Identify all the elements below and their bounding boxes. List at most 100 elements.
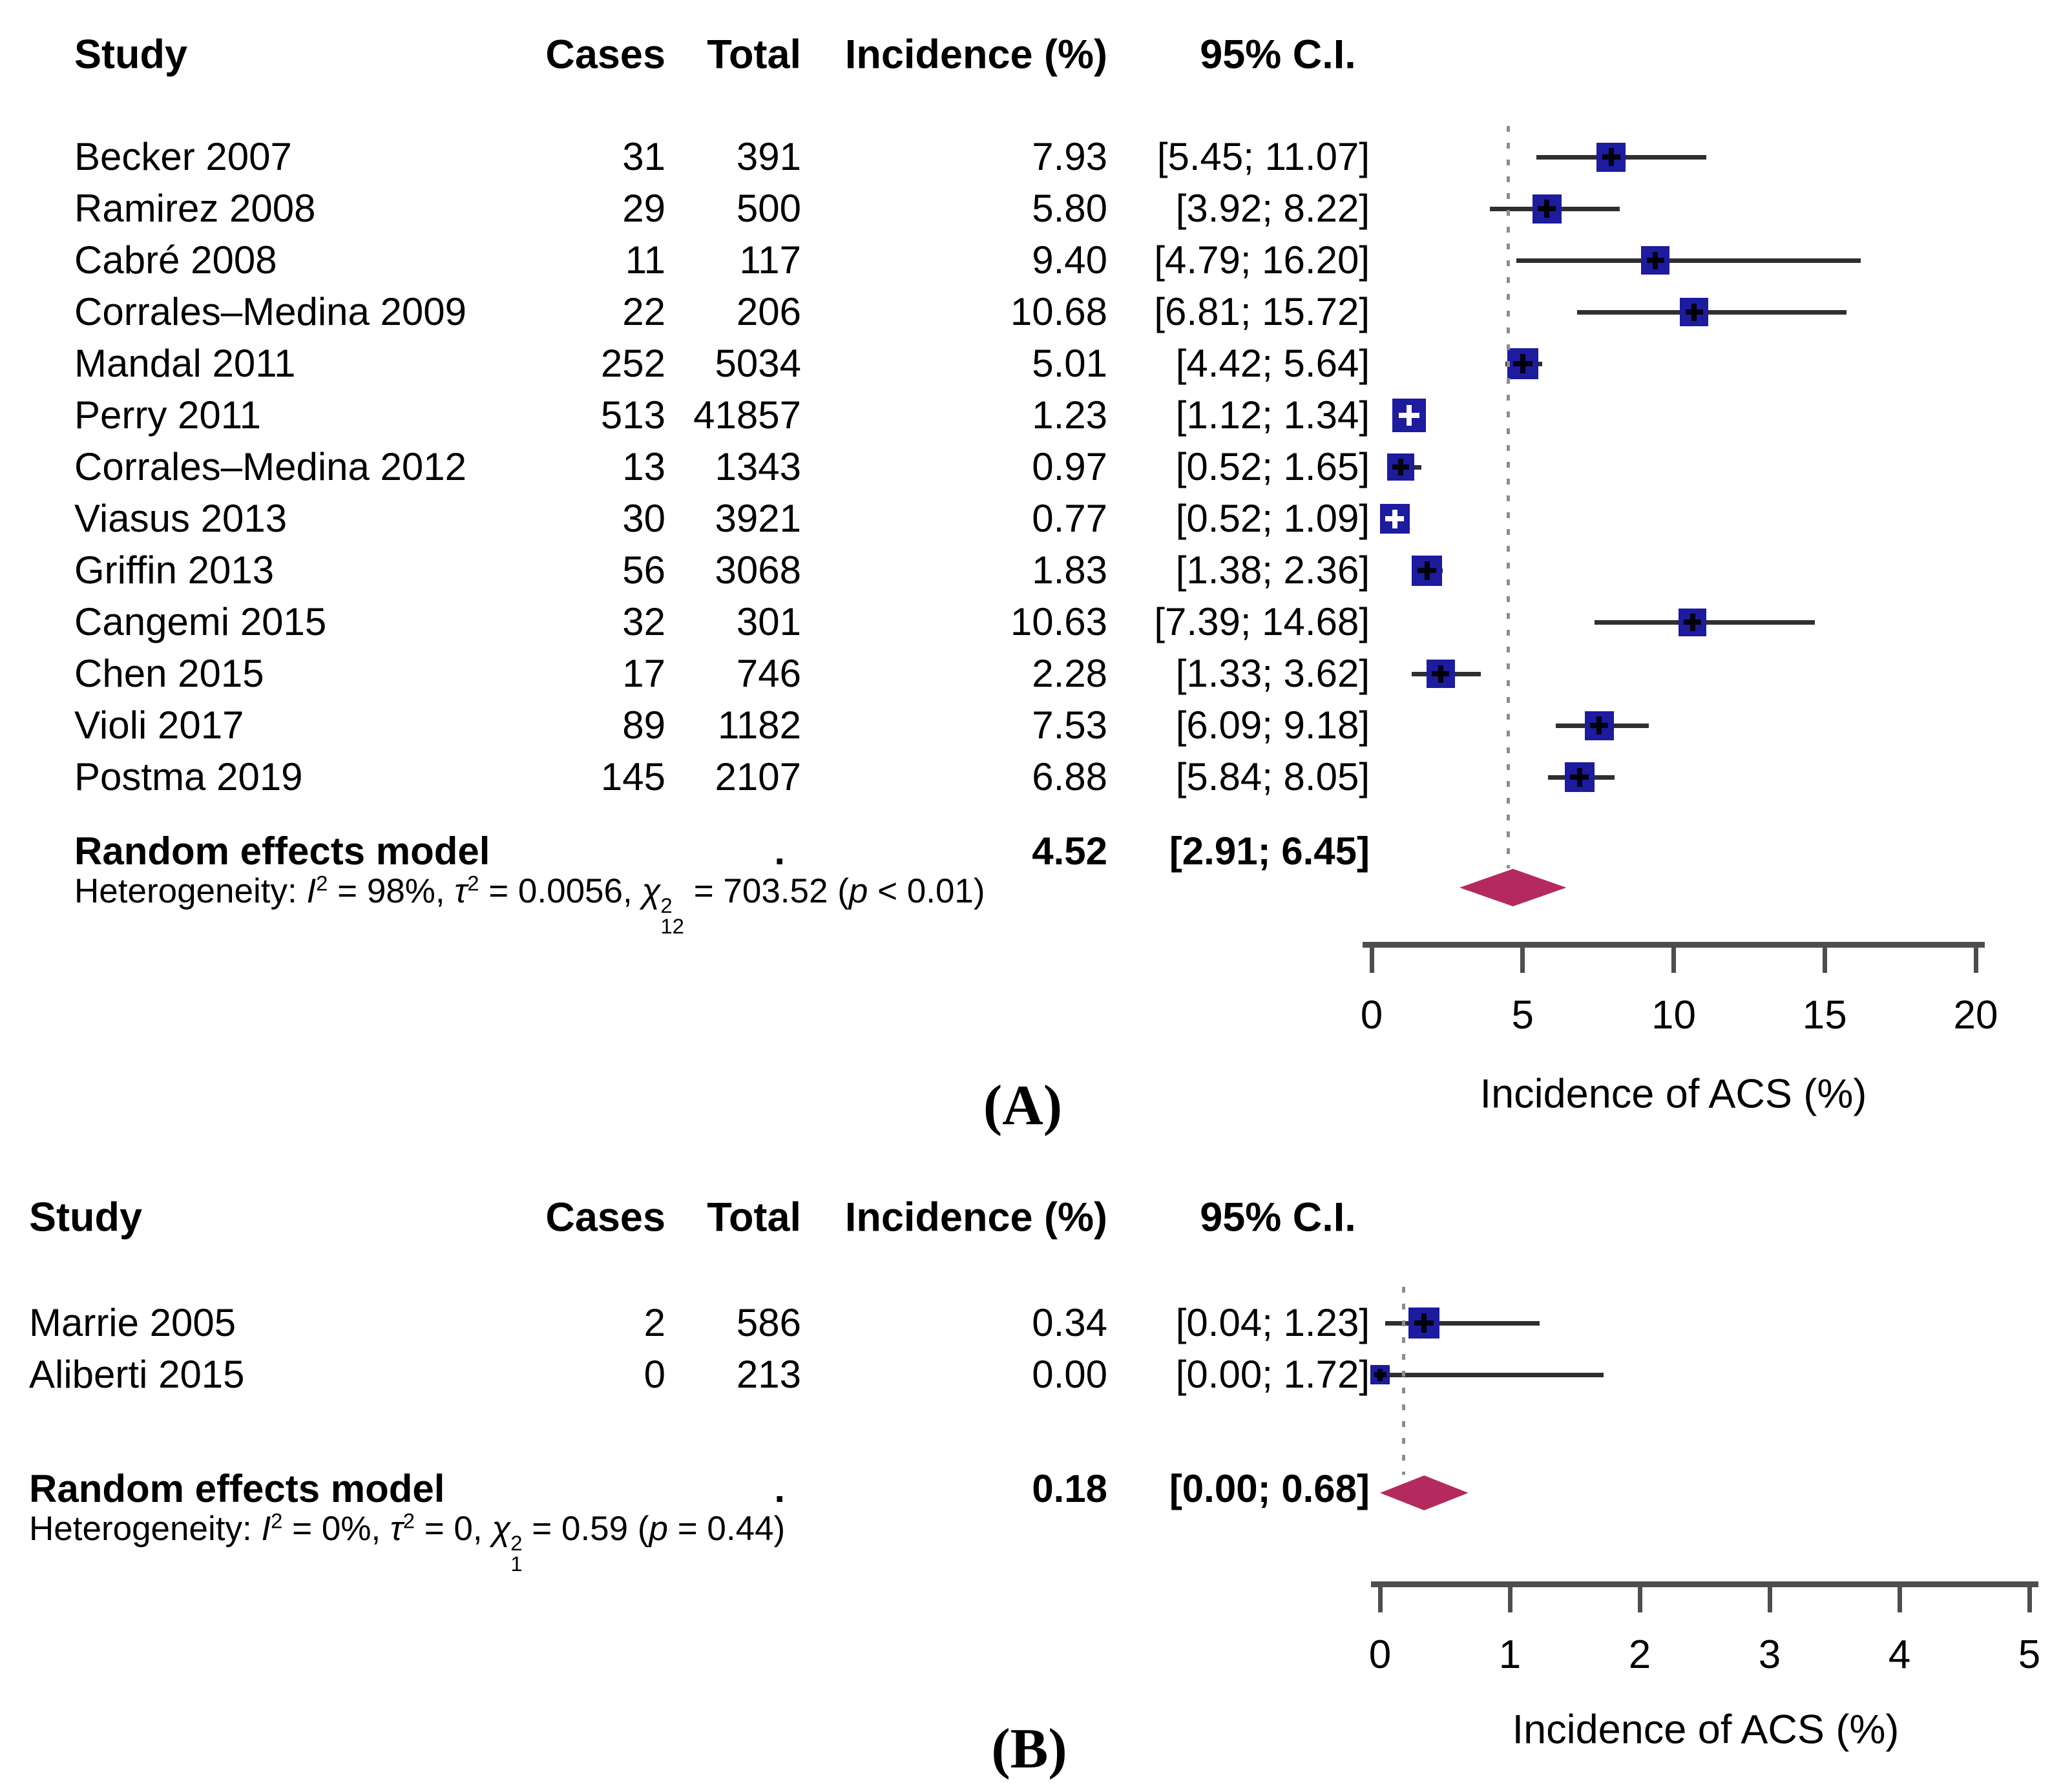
total-value: 1343 [715,445,801,488]
total-value: 2107 [715,755,801,798]
tick-label: 2 [1628,1632,1651,1677]
panel-label: (A) [983,1074,1063,1137]
cases-value: 56 [622,548,665,592]
column-header-study: Study [29,1194,143,1240]
total-value: 41857 [693,393,801,437]
estimate-square [1507,348,1539,379]
cases-value: 31 [622,135,665,178]
plus-icon [1653,251,1658,269]
estimate-square [1564,762,1595,792]
cases-value: 30 [622,497,665,540]
estimate-square [1392,399,1426,432]
column-header-ci: 95% C.I. [1200,32,1356,78]
incidence-value: 1.23 [1032,393,1107,437]
ci-value: [4.79; 16.20] [1154,238,1370,282]
column-header-cases: Cases [545,32,665,78]
tick-label: 10 [1651,993,1696,1037]
estimate-square [1426,660,1455,688]
study-name: Viasus 2013 [74,497,288,540]
estimate-square [1679,608,1707,636]
plus-icon [1576,767,1582,787]
pooled-incidence: 0.18 [1032,1467,1107,1510]
ci-value: [6.09; 9.18] [1175,703,1370,747]
ci-line [1577,309,1847,315]
study-name: Cangemi 2015 [74,600,327,643]
study-name: Chen 2015 [74,652,264,695]
total-value: 746 [736,652,801,695]
incidence-value: 0.77 [1032,497,1107,540]
tick-mark [1637,1581,1642,1612]
ci-value: [4.42; 5.64] [1175,342,1370,385]
pooled-label: Random effects model [29,1467,445,1510]
tick-mark [1897,1581,1902,1612]
cases-value: 29 [622,187,665,230]
ci-value: [3.92; 8.22] [1175,187,1370,230]
tick-label: 15 [1802,993,1847,1037]
tick-label: 5 [1511,993,1534,1037]
cases-value: 89 [622,703,665,747]
study-name: Becker 2007 [74,135,292,178]
estimate-square [1379,504,1410,534]
plus-icon [1596,716,1602,735]
cases-value: 32 [622,600,665,643]
tick-mark [2027,1581,2032,1612]
plus-icon [1392,509,1397,528]
incidence-value: 2.28 [1032,652,1107,695]
tick-mark [1377,1581,1383,1612]
ci-value: [1.38; 2.36] [1175,548,1370,592]
column-header-ci: 95% C.I. [1200,1194,1356,1240]
tick-mark [1973,942,1978,973]
x-axis-title: Incidence of ACS (%) [1480,1071,1867,1117]
total-value: 3068 [715,548,801,592]
cases-value: 17 [622,652,665,695]
incidence-value: 7.53 [1032,703,1107,747]
ci-line [1380,1372,1604,1377]
incidence-value: 10.68 [1010,290,1107,333]
total-value: 213 [736,1353,801,1396]
tick-label: 0 [1360,993,1383,1037]
study-name: Ramirez 2008 [74,187,316,230]
x-axis-line [1371,1581,2038,1587]
ci-value: [6.81; 15.72] [1154,290,1370,333]
plus-icon [1544,200,1550,218]
ci-value: [0.52; 1.65] [1175,445,1370,488]
pooled-incidence: 4.52 [1032,829,1107,873]
ci-value: [1.12; 1.34] [1175,393,1370,437]
tick-label: 20 [1953,993,1998,1037]
summary-diamond [1380,1475,1469,1510]
pooled-label: Random effects model [74,829,490,873]
tick-label: 5 [2018,1632,2041,1677]
panel-label: (B) [991,1718,1067,1780]
estimate-square [1532,194,1562,224]
tick-label: 3 [1758,1632,1781,1677]
tick-mark [1671,942,1676,973]
plus-icon [1377,1368,1383,1381]
tick-label: 4 [1888,1632,1911,1677]
study-name: Corrales–Medina 2012 [74,445,467,488]
study-name: Postma 2019 [74,755,303,798]
incidence-value: 0.00 [1032,1353,1107,1396]
total-value: 586 [736,1301,801,1344]
tick-mark [1520,942,1525,973]
incidence-value: 0.97 [1032,445,1107,488]
ci-line [1516,258,1861,263]
study-name: Mandal 2011 [74,342,296,385]
estimate-square [1680,298,1709,326]
plus-icon [1691,303,1697,321]
incidence-value: 5.01 [1032,342,1107,385]
study-name: Violi 2017 [74,703,244,747]
plus-icon [1520,354,1526,373]
incidence-value: 6.88 [1032,755,1107,798]
cases-value: 0 [643,1353,665,1396]
estimate-square [1584,711,1614,740]
study-name: Marrie 2005 [29,1301,236,1344]
summary-diamond [1459,869,1567,906]
column-header-incidence: Incidence (%) [844,32,1107,78]
column-header-incidence: Incidence (%) [844,1194,1107,1240]
total-value: 500 [736,187,801,230]
column-header-cases: Cases [545,1194,665,1240]
total-value: 206 [736,290,801,333]
plus-icon [1421,1313,1427,1333]
